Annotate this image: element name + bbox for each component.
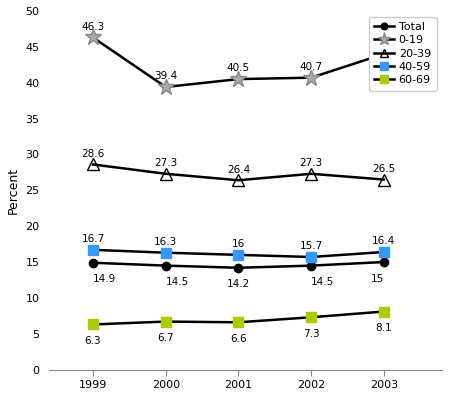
Text: 39.4: 39.4 [154, 71, 177, 81]
Text: 16: 16 [232, 239, 245, 249]
Text: 27.3: 27.3 [299, 158, 323, 168]
Text: 14.5: 14.5 [166, 277, 189, 287]
Text: 27.3: 27.3 [154, 158, 177, 168]
Text: 14.2: 14.2 [227, 279, 250, 289]
Text: 6.6: 6.6 [230, 334, 247, 344]
Text: 16.4: 16.4 [372, 236, 396, 246]
Text: 15: 15 [370, 274, 384, 283]
Text: 46.3: 46.3 [81, 22, 105, 32]
Text: 40.7: 40.7 [299, 62, 323, 72]
Text: 16.7: 16.7 [81, 234, 105, 244]
Text: 44: 44 [377, 38, 391, 48]
Text: 15.7: 15.7 [299, 241, 323, 251]
Text: 40.5: 40.5 [227, 64, 250, 73]
Text: 26.4: 26.4 [227, 164, 250, 175]
Text: 8.1: 8.1 [375, 323, 392, 333]
Text: 28.6: 28.6 [81, 149, 105, 159]
Legend: Total, 0-19, 20-39, 40-59, 60-69: Total, 0-19, 20-39, 40-59, 60-69 [369, 17, 436, 91]
Text: 14.5: 14.5 [311, 277, 335, 287]
Y-axis label: Percent: Percent [7, 167, 20, 214]
Text: 6.3: 6.3 [85, 336, 101, 346]
Text: 26.5: 26.5 [372, 164, 396, 174]
Text: 16.3: 16.3 [154, 237, 177, 247]
Text: 6.7: 6.7 [158, 333, 174, 343]
Text: 7.3: 7.3 [303, 329, 320, 339]
Text: 14.9: 14.9 [93, 274, 116, 284]
